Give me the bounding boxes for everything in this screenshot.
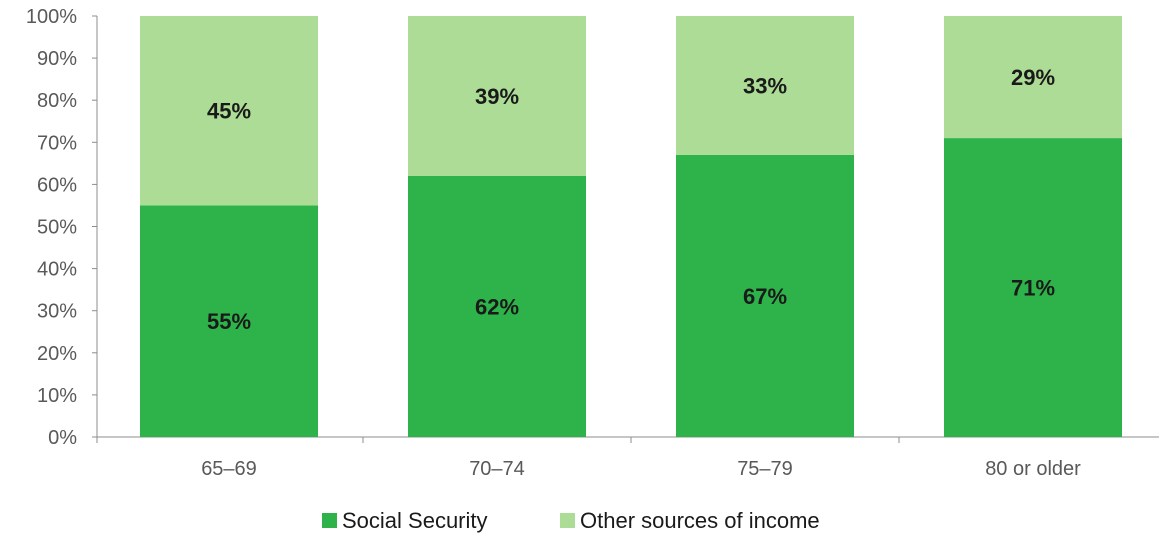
y-tick-label: 70% (37, 132, 77, 154)
bar-segment-other-sources (408, 16, 586, 176)
data-label: 62% (475, 294, 519, 319)
legend: Social Security Other sources of income (322, 508, 820, 533)
x-tick-label: 65–69 (201, 458, 257, 480)
y-tick-label: 10% (37, 385, 77, 407)
y-tick-label: 90% (37, 48, 77, 70)
data-label: 39% (475, 84, 519, 109)
y-tick-label: 0% (48, 427, 77, 449)
y-tick-label: 30% (37, 301, 77, 323)
legend-label: Other sources of income (580, 508, 820, 533)
x-tick-label: 70–74 (469, 458, 525, 480)
data-label: 29% (1011, 65, 1055, 90)
data-label: 67% (743, 284, 787, 309)
bar-segment-other-sources (944, 16, 1122, 139)
x-tick-label: 80 or older (985, 458, 1081, 480)
legend-swatch (560, 513, 575, 528)
y-tick-label: 50% (37, 217, 77, 239)
data-label: 45% (207, 99, 251, 124)
y-tick-label: 40% (37, 259, 77, 281)
y-tick-label: 20% (37, 343, 77, 365)
y-tick-label: 100% (26, 6, 77, 28)
legend-label: Social Security (342, 508, 488, 533)
y-axis: 0% 10% 20% 30% 40% 50% 60% 70% 80% 90% 100% (26, 6, 98, 449)
bar-segment-social-security (408, 175, 586, 438)
data-label: 55% (207, 309, 251, 334)
bar-segment-other-sources (676, 16, 854, 155)
bar-segment-social-security (944, 138, 1122, 437)
bar-segment-social-security (140, 205, 318, 437)
y-tick-label: 80% (37, 90, 77, 112)
data-label: 71% (1011, 276, 1055, 301)
x-tick-label: 75–79 (737, 458, 793, 480)
data-label: 33% (743, 73, 787, 98)
legend-swatch (322, 513, 337, 528)
bars: 55% 45% 62% 39% 67% 33% 71% 29% (140, 16, 1122, 438)
x-axis: 65–69 70–74 75–79 80 or older (96, 436, 1159, 480)
y-tick-label: 60% (37, 174, 77, 196)
bar-segment-other-sources (140, 16, 318, 206)
bar-segment-social-security (676, 154, 854, 437)
